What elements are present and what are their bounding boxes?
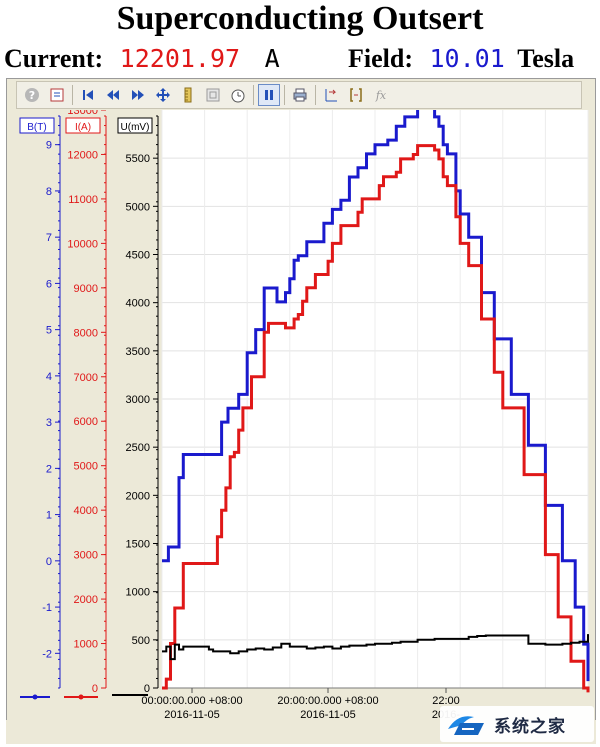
page-title: Superconducting Outsert bbox=[116, 0, 484, 37]
ruler-icon[interactable] bbox=[177, 84, 199, 106]
axis-tick-label: -1 bbox=[42, 602, 52, 614]
bracket-icon[interactable] bbox=[345, 84, 367, 106]
axis-tick-label: 5000 bbox=[126, 201, 150, 213]
axis-tick-label: 0 bbox=[144, 683, 150, 695]
axis-tick-label: 3000 bbox=[126, 394, 150, 406]
export-icon[interactable] bbox=[46, 84, 68, 106]
axis-tick-label: 2000 bbox=[74, 594, 98, 606]
field-readout: Field: 10.01 Tesla bbox=[348, 44, 574, 74]
series-line bbox=[162, 634, 589, 661]
svg-text:fx: fx bbox=[375, 89, 387, 102]
series-line bbox=[162, 144, 590, 693]
help-icon[interactable]: ? bbox=[21, 84, 43, 106]
legend-marker-current bbox=[78, 694, 84, 700]
axis-tick-label: 0 bbox=[46, 556, 52, 568]
pause-icon[interactable] bbox=[258, 84, 280, 106]
axis-tick-label: 9 bbox=[46, 140, 52, 152]
axis-tick-label: 6 bbox=[46, 278, 52, 290]
axis-tick-label: 5000 bbox=[74, 461, 98, 473]
axis-tick-label: 2500 bbox=[126, 442, 150, 454]
series-line bbox=[162, 110, 590, 682]
current-value: 12201.97 bbox=[119, 44, 241, 73]
watermark-logo-icon bbox=[448, 716, 484, 735]
axis-title: B(T) bbox=[27, 122, 46, 133]
axis-tick-label: 5 bbox=[46, 325, 52, 337]
svg-text:?: ? bbox=[29, 89, 35, 102]
x-tick-time: 00:00:00.000 +08:00 bbox=[141, 695, 242, 707]
axis-tick-label: 1500 bbox=[126, 539, 150, 551]
legend-marker-field bbox=[32, 694, 38, 700]
axis-tick-label: 8000 bbox=[74, 327, 98, 339]
watermark-text: 系统之家 bbox=[494, 716, 566, 737]
axis-tick-label: 500 bbox=[132, 635, 150, 647]
axis-title: I(A) bbox=[75, 122, 91, 133]
axis-tick-label: -2 bbox=[42, 648, 52, 660]
axis-tick-label: 2000 bbox=[126, 490, 150, 502]
axis-tick-label: 1000 bbox=[74, 639, 98, 651]
x-tick-time: 22:00 bbox=[432, 695, 460, 707]
axis-tick-label: 6000 bbox=[74, 416, 98, 428]
axis-scale-icon[interactable] bbox=[320, 84, 342, 106]
toolbar-separator bbox=[315, 85, 316, 105]
watermark: 系统之家 bbox=[440, 706, 594, 742]
function-icon[interactable]: fx bbox=[370, 84, 392, 106]
toolbar-separator bbox=[253, 85, 254, 105]
axis-title-box bbox=[65, 117, 101, 134]
axis-title-box bbox=[19, 117, 55, 134]
trend-chart[interactable]: B(T)9 8 7 6 5 4 3 2 1 0 -1 -2 I(A) 13000 12000 11000 100… bbox=[8, 110, 594, 720]
axis-tick-label: 2 bbox=[46, 463, 52, 475]
axis-tick-label: 11000 bbox=[68, 194, 98, 206]
toolbar-separator bbox=[284, 85, 285, 105]
axis-tick-label: 9000 bbox=[74, 283, 98, 295]
axis-tick-label: 12000 bbox=[67, 149, 98, 161]
legend bbox=[20, 694, 148, 700]
toolbar-separator bbox=[72, 85, 73, 105]
field-value: 10.01 bbox=[429, 44, 505, 73]
rewind-icon[interactable] bbox=[102, 84, 124, 106]
axis-tick-label: 1 bbox=[46, 510, 52, 522]
pan-icon[interactable] bbox=[152, 84, 174, 106]
fast-forward-icon[interactable] bbox=[127, 84, 149, 106]
axis-tick-label: 4500 bbox=[126, 250, 150, 262]
axis-tick-label: 1000 bbox=[126, 587, 150, 599]
axis-tick-label: 7 bbox=[46, 232, 52, 244]
current-unit: A bbox=[264, 44, 280, 73]
field-label: Field: bbox=[348, 44, 413, 73]
axis-tick-label: 3000 bbox=[74, 550, 98, 562]
axis-title: U(mV) bbox=[121, 122, 150, 133]
axis-tick-label: 8 bbox=[46, 186, 52, 198]
axis-tick-label: 10000 bbox=[67, 238, 98, 250]
x-tick-date: 2016-11-05 bbox=[164, 709, 219, 720]
timer-icon[interactable] bbox=[227, 84, 249, 106]
current-label: Current: bbox=[4, 44, 104, 73]
axis-tick-label: 3500 bbox=[126, 346, 150, 358]
x-tick-time: 20:00:00.000 +08:00 bbox=[277, 695, 378, 707]
axis-title-box bbox=[117, 117, 153, 134]
axis-tick-label: 4 bbox=[46, 371, 52, 383]
axis-tick-label: 4000 bbox=[74, 505, 98, 517]
axis-tick-label: 5500 bbox=[126, 153, 150, 165]
print-icon[interactable] bbox=[289, 84, 311, 106]
axis-tick-label: 4000 bbox=[126, 298, 150, 310]
first-icon[interactable] bbox=[77, 84, 99, 106]
axis-tick-label: 13000 bbox=[67, 110, 98, 117]
current-readout: Current: 12201.97 A bbox=[4, 44, 280, 74]
axis-tick-label: 3 bbox=[46, 417, 52, 429]
chart-toolbar: ? fx bbox=[16, 81, 582, 109]
field-unit: Tesla bbox=[517, 44, 575, 73]
axis-tick-label: 0 bbox=[92, 683, 98, 695]
zoom-box-icon[interactable] bbox=[202, 84, 224, 106]
axis-tick-label: 7000 bbox=[74, 372, 98, 384]
x-tick-date: 2016-11-05 bbox=[300, 709, 355, 720]
